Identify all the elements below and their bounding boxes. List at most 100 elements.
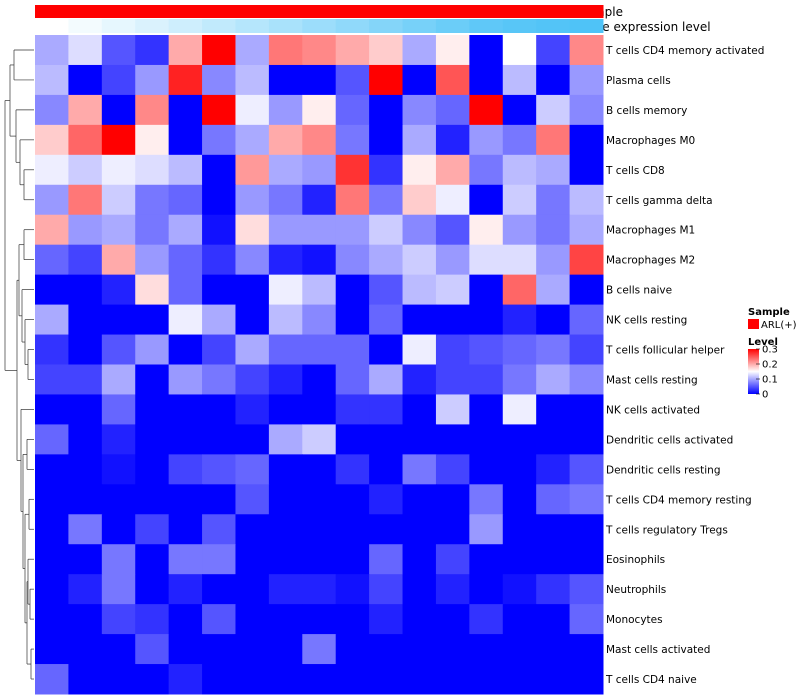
sample-annotation-cell — [435, 5, 470, 18]
heatmap-cell — [335, 574, 370, 605]
heatmap-cell — [335, 424, 370, 455]
heatmap-cell — [435, 544, 470, 575]
heatmap-cells — [35, 35, 604, 695]
heatmap-cell — [502, 154, 537, 186]
heatmap-cell — [335, 94, 370, 126]
heatmap-cell — [302, 544, 337, 575]
gene-expression-annotation-cell — [135, 19, 170, 33]
heatmap-cell — [135, 244, 170, 276]
heatmap-cell — [536, 514, 571, 545]
gene-expression-annotation-cell — [235, 19, 270, 33]
heatmap-cell — [536, 154, 571, 186]
row-label: Macrophages M1 — [606, 225, 695, 237]
heatmap-cell — [335, 394, 370, 425]
row-label: Mast cells activated — [606, 644, 710, 656]
heatmap-cell — [68, 664, 103, 695]
heatmap-cell — [235, 394, 270, 425]
sample-annotation-cell — [502, 5, 537, 18]
heatmap-cell — [302, 304, 337, 336]
heatmap-cell — [35, 574, 69, 605]
heatmap-cell — [569, 454, 604, 485]
legend: Sample ARL(+) Level 0.3 0.2 0.1 0 — [748, 307, 797, 401]
heatmap-cell — [402, 634, 437, 665]
heatmap-cell — [369, 35, 404, 66]
heatmap-cell — [35, 664, 69, 695]
heatmap-cell — [302, 244, 337, 276]
sample-annotation-cell — [35, 5, 69, 18]
heatmap-cell — [435, 124, 470, 156]
heatmap-cell — [235, 484, 270, 515]
legend-level-ticks: 0.3 0.2 0.1 0 — [756, 345, 778, 401]
heatmap-cell — [101, 664, 136, 695]
heatmap-cell — [435, 364, 470, 395]
row-label: T cells CD4 memory resting — [605, 494, 752, 506]
heatmap-cell — [68, 64, 103, 96]
heatmap-cell — [536, 214, 571, 246]
heatmap-cell — [202, 184, 236, 216]
heatmap-cell — [469, 664, 504, 695]
heatmap-cell — [369, 664, 404, 695]
heatmap-cell — [202, 214, 236, 246]
heatmap-cell — [402, 304, 437, 336]
heatmap-cell — [101, 154, 136, 186]
heatmap-cell — [435, 664, 470, 695]
heatmap-cell — [402, 94, 437, 126]
heatmap-cell — [168, 664, 203, 695]
heatmap-cell — [369, 154, 404, 186]
heatmap-cell — [35, 214, 69, 246]
heatmap-cell — [268, 94, 303, 126]
heatmap-cell — [202, 634, 236, 665]
heatmap-cell — [302, 424, 337, 455]
heatmap-cell — [168, 334, 203, 365]
legend-tick-label: 0 — [762, 390, 768, 401]
row-label: Mast cells resting — [606, 374, 698, 386]
heatmap-cell — [402, 64, 437, 96]
heatmap-cell — [35, 544, 69, 575]
heatmap-cell — [369, 574, 404, 605]
heatmap-cell — [369, 364, 404, 395]
heatmap-cell — [536, 184, 571, 216]
heatmap-cell — [469, 304, 504, 336]
heatmap-cell — [235, 604, 270, 635]
sample-annotation-cell — [469, 5, 504, 18]
heatmap-cell — [469, 214, 504, 246]
heatmap-cell — [502, 514, 537, 545]
heatmap-cell — [68, 604, 103, 635]
heatmap-cell — [402, 454, 437, 485]
row-label: Dendritic cells activated — [606, 434, 733, 446]
heatmap-cell — [502, 334, 537, 365]
heatmap-cell — [101, 274, 136, 306]
heatmap-cell — [168, 154, 203, 186]
heatmap-cell — [369, 634, 404, 665]
row-labels: T cells CD4 memory activated Plasma cells… — [605, 45, 764, 686]
heatmap-cell — [168, 604, 203, 635]
heatmap-cell — [135, 664, 170, 695]
heatmap-cell — [235, 454, 270, 485]
heatmap-cell — [335, 544, 370, 575]
heatmap-cell — [536, 334, 571, 365]
heatmap-cell — [202, 544, 236, 575]
heatmap-cell — [469, 35, 504, 66]
heatmap-cell — [569, 364, 604, 395]
heatmap-cell — [302, 604, 337, 635]
heatmap-cell — [135, 454, 170, 485]
heatmap-cell — [469, 484, 504, 515]
heatmap-cell — [469, 424, 504, 455]
heatmap-cell — [569, 394, 604, 425]
heatmap-cell — [402, 124, 437, 156]
heatmap-cell — [101, 214, 136, 246]
heatmap-cell — [569, 574, 604, 605]
heatmap-cell — [35, 424, 69, 455]
heatmap-cell — [135, 304, 170, 336]
heatmap-cell — [369, 424, 404, 455]
heatmap-cell — [469, 244, 504, 276]
heatmap-cell — [435, 604, 470, 635]
row-label: T cells CD8 — [605, 165, 665, 177]
heatmap-cell — [101, 94, 136, 126]
heatmap-cell — [68, 574, 103, 605]
heatmap-cell — [369, 604, 404, 635]
heatmap-cell — [35, 184, 69, 216]
heatmap-cell — [302, 214, 337, 246]
heatmap-cell — [135, 634, 170, 665]
heatmap-cell — [101, 124, 136, 156]
